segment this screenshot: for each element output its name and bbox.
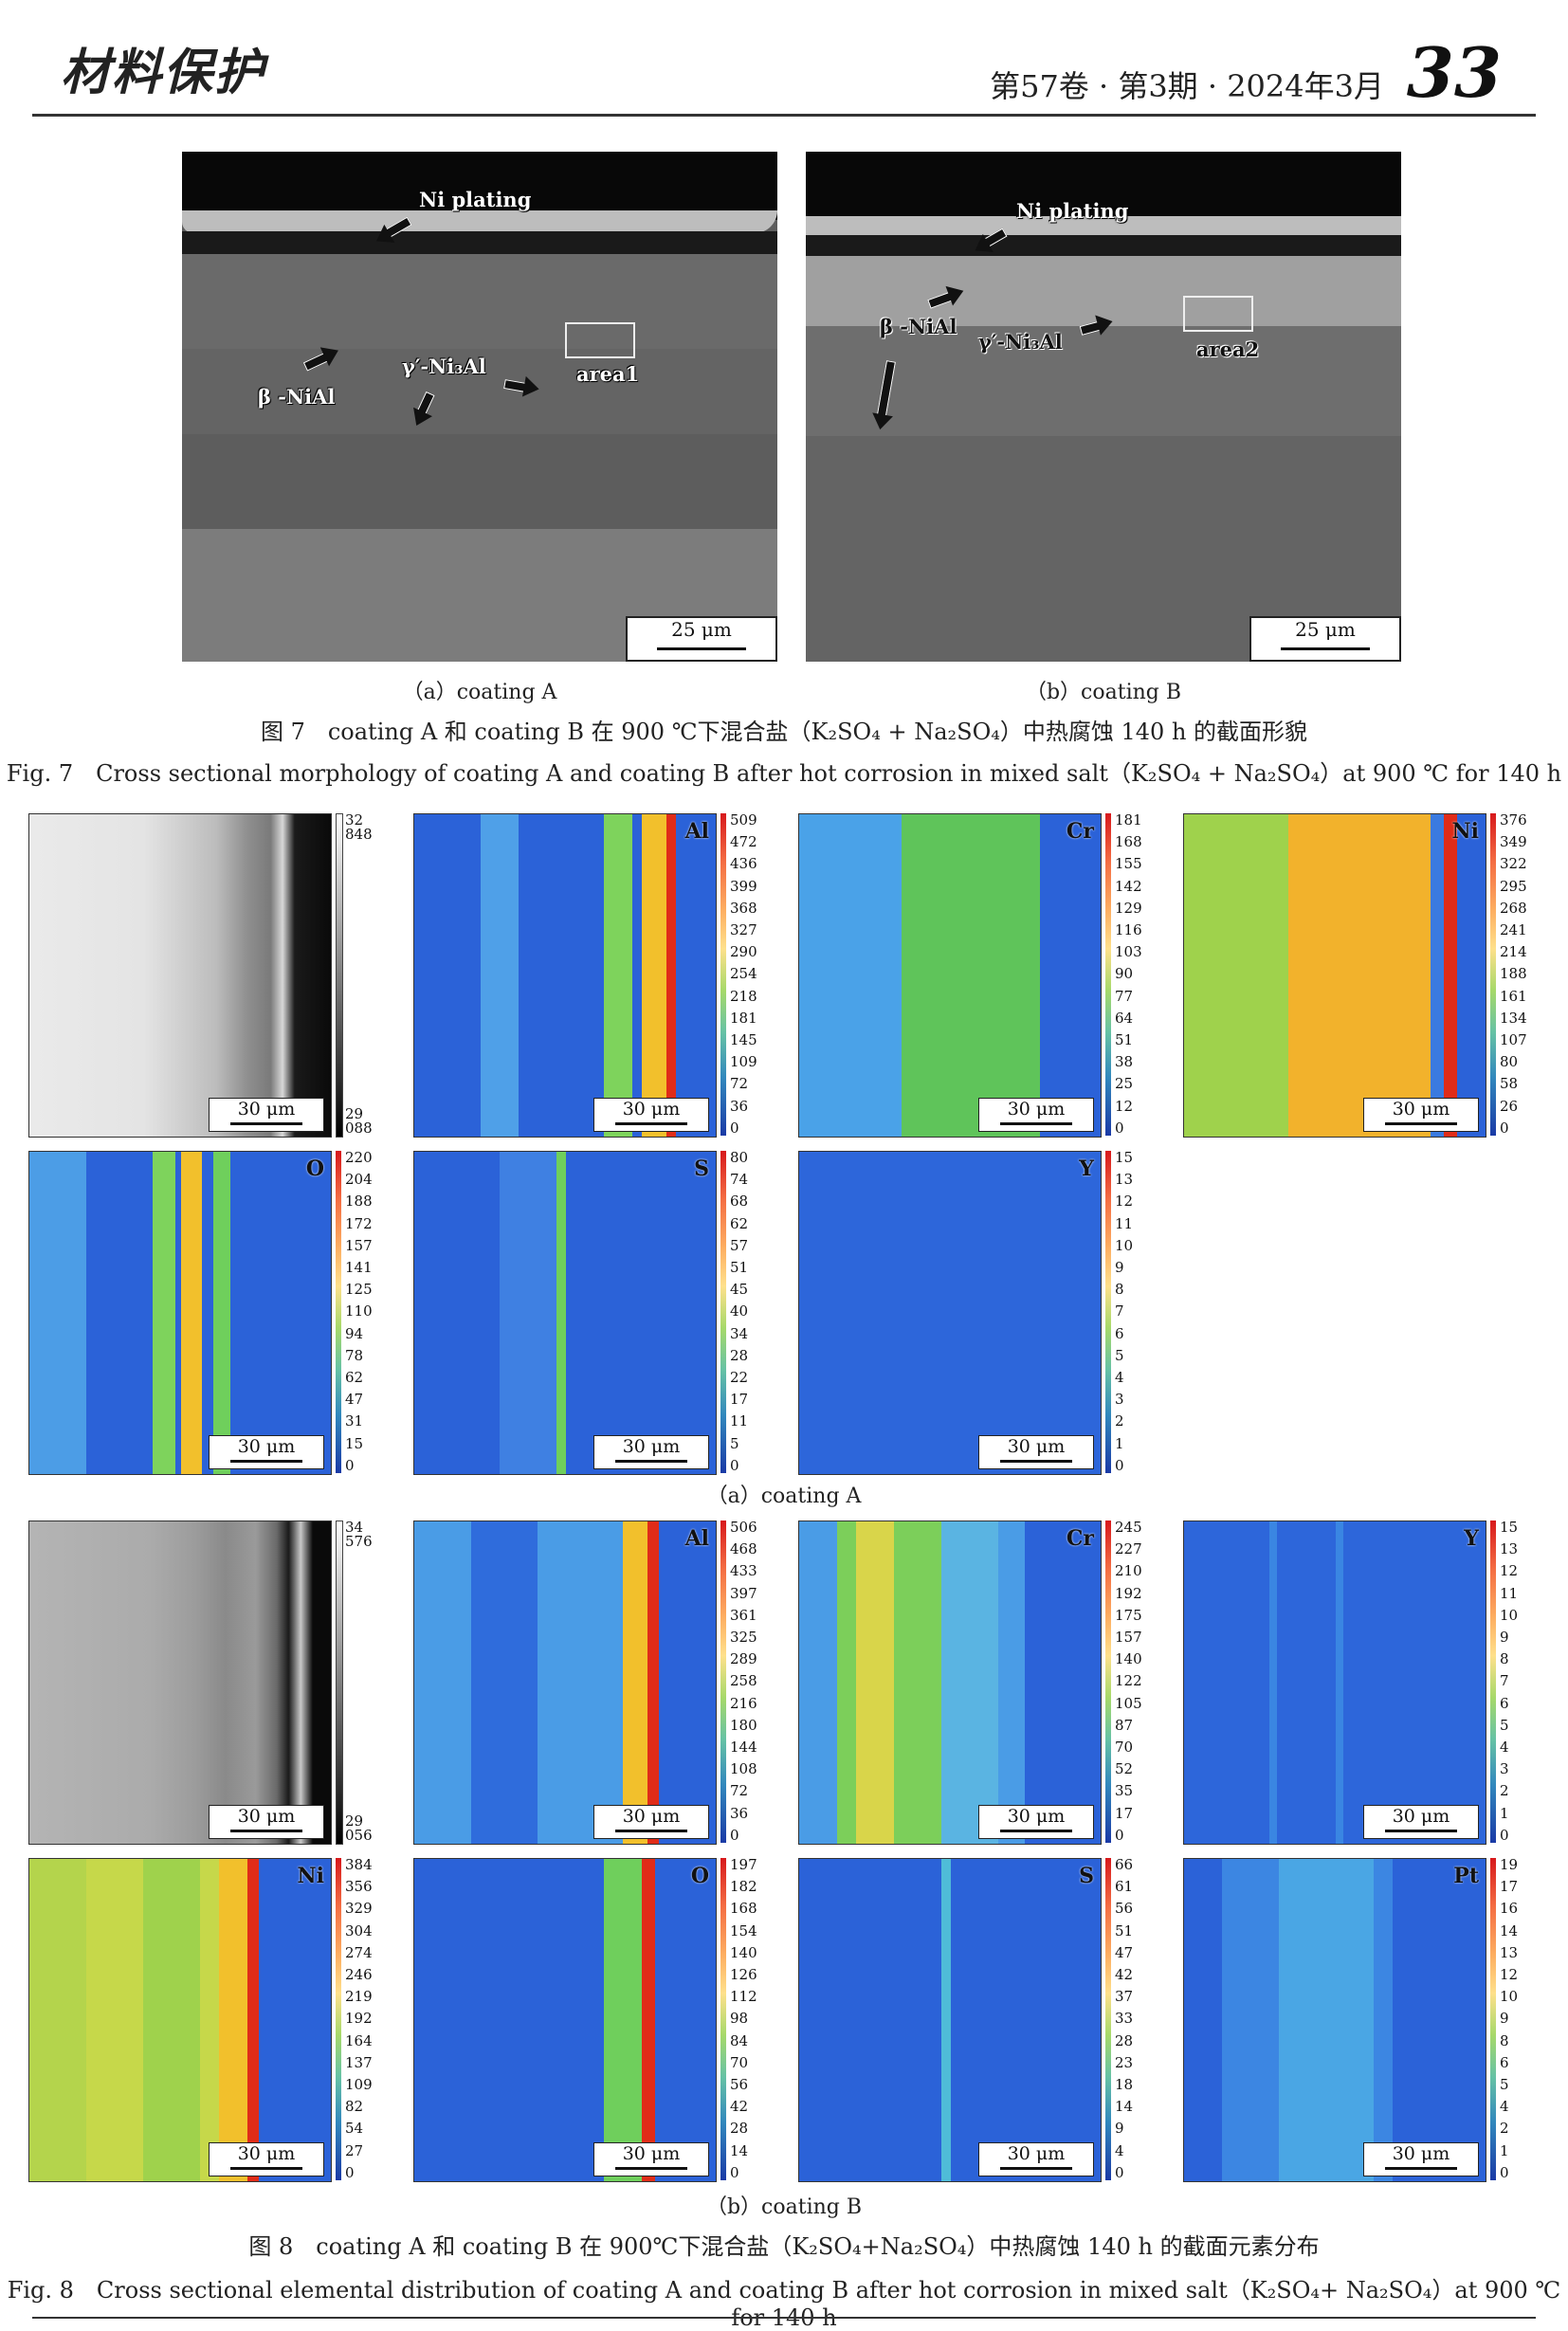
fig8-caption-cn: 图 8 coating A 和 coating B 在 900℃下混合盐（K₂S…	[248, 2233, 1320, 2260]
fig7a-area-box	[565, 322, 635, 358]
fig8b-ni-map: 384 356 329 304 274 246 219 192 164 137 109 82 54 27 0…	[28, 1858, 373, 2182]
fig8b-ni-scale: 30 μm	[209, 2142, 324, 2176]
fig8a-al-ticks: 509 472 436 399 368 327 290 254 218 181 145 109 72 36…	[730, 811, 757, 1137]
fig8b-cr-map: 245 227 210 192 175 157 140 122 105 87 70 52 35 17 0 C…	[798, 1521, 1142, 1845]
fig8b-s-scale: 30 μm	[978, 2142, 1094, 2176]
fig8b-y-map: 15 13 12 11 10 9 8 7 6 5 4 3 2 1 0 Y 30 μm	[1183, 1521, 1518, 1845]
fig7b-area-label: area2	[1196, 337, 1260, 361]
fig8b-pt-element: Pt	[1453, 1864, 1479, 1888]
fig8a-o-map: 220 204 188 172 157 141 125 110 94 78 62 47 31 15 0 O …	[28, 1151, 373, 1475]
fig8a-subcaption: （a）coating A	[706, 1484, 862, 1508]
fig7b-area-box	[1183, 296, 1253, 332]
fig8b-o-ticks: 197 182 168 154 140 126 112 98 84 70 56 42 28 14 0	[730, 1856, 757, 2181]
fig7-caption-en: Fig. 7 Cross sectional morphology of coa…	[6, 760, 1562, 787]
fig8a-y-scale: 30 μm	[978, 1435, 1094, 1469]
fig8a-al-map: 509 472 436 399 368 327 290 254 218 181 145 109 72 36…	[413, 813, 757, 1138]
fig8b-se-map: 34 576 29 056 30 μm	[28, 1521, 373, 1845]
fig7-caption-cn: 图 7 coating A 和 coating B 在 900 ℃下混合盐（K₂…	[260, 719, 1308, 745]
fig8b-y-ticks: 15 13 12 11 10 9 8 7 6 5 4 3 2 1 0	[1500, 1519, 1519, 1844]
fig8a-cr-element: Cr	[1066, 819, 1094, 844]
fig8b-s-ticks: 66 61 56 51 47 42 37 33 28 23 18 14 9 4 0	[1115, 1856, 1134, 2181]
page-header: 材料保护 第57卷 · 第3期 · 2024年3月 33	[32, 23, 1536, 118]
fig8b-y-element: Y	[1464, 1526, 1479, 1551]
fig8a-s-map: 80 74 68 62 57 51 45 40 34 28 22 17 11 5 0 S 30 μm	[413, 1151, 748, 1475]
fig8a-y-map: 15 13 12 11 10 9 8 7 6 5 4 3 2 1 0 Y 30 μm	[798, 1151, 1133, 1475]
fig8a-s-ticks: 80 74 68 62 57 51 45 40 34 28 22 17 11 5 0	[730, 1149, 749, 1474]
fig7b-gamma-label: γ′-Ni₃Al	[978, 330, 1063, 354]
fig8b-se-ticks: 34 576 29 056	[345, 1519, 373, 1844]
fig7a-gamma-label: γ′-Ni₃Al	[402, 355, 486, 378]
fig8a-y-element: Y	[1079, 1156, 1094, 1181]
fig7b-ni-plating-label: Ni plating	[1016, 199, 1129, 223]
fig7b-beta-label: β -NiAl	[880, 315, 957, 338]
fig8b-pt-scale: 30 μm	[1363, 2142, 1479, 2176]
fig8b-se-scale: 30 μm	[209, 1805, 324, 1839]
fig8b-ni-ticks: 384 356 329 304 274 246 219 192 164 137 109 82 54 27 0	[345, 1856, 373, 2181]
fig8b-al-ticks: 506 468 433 397 361 325 289 258 216 180 144 108 72 36…	[730, 1519, 757, 1844]
fig8a-al-element: Al	[684, 819, 709, 844]
fig8b-ni-element: Ni	[297, 1864, 324, 1888]
fig8a-al-scale: 30 μm	[593, 1098, 709, 1132]
fig8a-se-scale: 30 μm	[209, 1098, 324, 1132]
fig7b-scale-text: 25 μm	[1295, 618, 1356, 641]
fig8b-cr-element: Cr	[1066, 1526, 1094, 1551]
fig8a-y-ticks: 15 13 12 11 10 9 8 7 6 5 4 3 2 1 0	[1115, 1149, 1134, 1474]
fig7a-subcaption: （a）coating A	[402, 681, 557, 704]
fig8b-pt-ticks: 19 17 16 14 13 12 10 9 8 6 5 4 2 1 0	[1500, 1856, 1519, 2181]
fig7a-micrograph: Ni plating β -NiAl γ′-Ni₃Al area1 25 μm	[182, 152, 777, 662]
fig8b-subcaption: （b）coating B	[705, 2195, 863, 2219]
fig8a-se-map: 32 848 29 088 30 μm	[28, 813, 373, 1138]
fig8a-cr-scale: 30 μm	[978, 1098, 1094, 1132]
fig7a-scale-text: 25 μm	[671, 618, 732, 641]
fig7a-scalebar: 25 μm	[626, 616, 777, 662]
fig8b-o-element: O	[690, 1864, 709, 1888]
fig7b-micrograph: Ni plating β -NiAl γ′-Ni₃Al area2 25 μm	[806, 152, 1401, 662]
fig8b-al-map: 506 468 433 397 361 325 289 258 216 180 144 108 72 36…	[413, 1521, 757, 1845]
fig7b-subcaption: （b）coating B	[1025, 681, 1182, 704]
fig8a-o-element: O	[305, 1156, 324, 1181]
fig8a-s-element: S	[694, 1156, 709, 1181]
issue-info: 第57卷 · 第3期 · 2024年3月	[990, 68, 1384, 104]
fig8a-ni-scale: 30 μm	[1363, 1098, 1479, 1132]
fig8a-cr-ticks: 181 168 155 142 129 116 103 90 77 64 51 38 25 12 0	[1115, 811, 1142, 1137]
journal-title: 材料保护	[61, 44, 266, 101]
page-number: 33	[1406, 32, 1502, 113]
fig8a-o-ticks: 220 204 188 172 157 141 125 110 94 78 62 47 31 15 0	[345, 1149, 373, 1474]
fig7a-beta-label: β -NiAl	[258, 385, 336, 409]
fig8a-ni-element: Ni	[1451, 819, 1479, 844]
fig8a-ni-ticks: 376 349 322 295 268 241 214 188 161 134 107 80 58 26 0	[1500, 811, 1527, 1137]
bottom-rule	[32, 2317, 1536, 2319]
fig8b-s-map: 66 61 56 51 47 42 37 33 28 23 18 14 9 4 0 S 30 μm	[798, 1858, 1133, 2182]
fig8b-o-scale: 30 μm	[593, 2142, 709, 2176]
fig7a-ni-plating-label: Ni plating	[419, 188, 532, 211]
fig8b-s-element: S	[1079, 1864, 1094, 1888]
fig8b-y-scale: 30 μm	[1363, 1805, 1479, 1839]
fig8a-ni-map: 376 349 322 295 268 241 214 188 161 134 107 80 58 26 0…	[1183, 813, 1527, 1138]
fig8-caption-en: Fig. 8 Cross sectional elemental distrib…	[7, 2277, 1561, 2331]
fig8b-al-element: Al	[684, 1526, 709, 1551]
fig8b-o-map: 197 182 168 154 140 126 112 98 84 70 56 42 28 14 0 O 3…	[413, 1858, 757, 2182]
fig8b-cr-ticks: 245 227 210 192 175 157 140 122 105 87 70 52 35 17 0	[1115, 1519, 1142, 1844]
header-rule	[32, 114, 1536, 117]
fig8a-cr-map: 181 168 155 142 129 116 103 90 77 64 51 38 25 12 0 Cr …	[798, 813, 1142, 1138]
fig7b-scalebar: 25 μm	[1249, 616, 1401, 662]
fig8a-s-scale: 30 μm	[593, 1435, 709, 1469]
fig8b-al-scale: 30 μm	[593, 1805, 709, 1839]
fig8a-se-ticks: 32 848 29 088	[345, 811, 373, 1137]
fig8b-pt-map: 19 17 16 14 13 12 10 9 8 6 5 4 2 1 0 Pt 30 μm	[1183, 1858, 1518, 2182]
fig7a-area-label: area1	[576, 362, 640, 386]
fig8b-cr-scale: 30 μm	[978, 1805, 1094, 1839]
fig8a-o-scale: 30 μm	[209, 1435, 324, 1469]
